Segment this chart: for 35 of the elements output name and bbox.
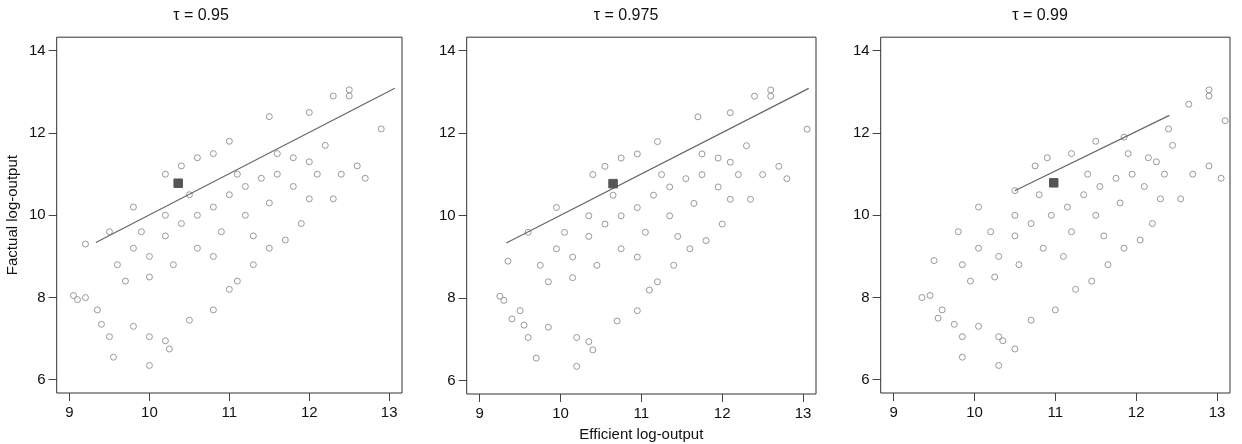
y-tick-label: 6: [37, 369, 46, 387]
y-tick-label: 10: [439, 205, 456, 223]
chart-title: τ = 0.95: [173, 6, 229, 24]
y-tick-label: 6: [447, 370, 456, 388]
y-tick-label: 14: [439, 40, 456, 58]
x-tick-label: 9: [65, 403, 74, 421]
y-tick-label: 8: [861, 287, 870, 305]
x-tick-label: 10: [552, 404, 569, 422]
y-tick-label: 8: [447, 288, 456, 306]
x-tick-label: 9: [475, 404, 484, 422]
y-tick-label: 8: [37, 287, 46, 305]
x-tick-label: 10: [141, 403, 158, 421]
x-tick-label: 12: [1127, 403, 1145, 421]
y-tick-label: 10: [29, 205, 46, 223]
y-tick-label: 12: [439, 123, 456, 141]
y-tick-label: 10: [853, 205, 870, 223]
y-tick-label: 14: [29, 40, 46, 58]
y-tick-label: 12: [29, 123, 46, 141]
y-tick-label: 14: [853, 40, 870, 58]
x-axis-title: Efficient log-output: [579, 425, 705, 443]
x-tick-label: 10: [966, 403, 983, 421]
x-tick-label: 13: [794, 404, 812, 422]
y-axis-title: Factual log-output: [3, 154, 21, 276]
x-tick-label: 9: [889, 403, 898, 421]
x-tick-label: 12: [300, 403, 318, 421]
x-tick-label: 11: [1047, 403, 1064, 421]
y-tick-label: 6: [861, 369, 870, 387]
x-tick-label: 11: [221, 403, 238, 421]
x-tick-label: 11: [633, 404, 650, 422]
x-tick-label: 13: [380, 403, 398, 421]
chart-title: τ = 0.99: [1012, 6, 1068, 24]
y-tick-label: 12: [853, 123, 870, 141]
x-tick-label: 12: [713, 404, 731, 422]
x-tick-label: 13: [1208, 403, 1226, 421]
chart-title: τ = 0.975: [593, 6, 659, 24]
